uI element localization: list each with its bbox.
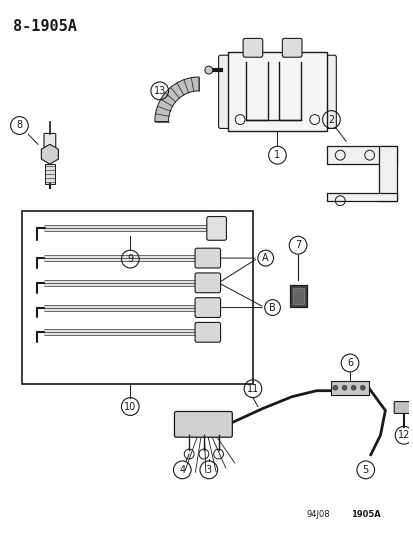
- Text: 6: 6: [346, 358, 352, 368]
- Bar: [292, 288, 303, 304]
- Text: 7: 7: [294, 240, 300, 250]
- Text: 1: 1: [274, 150, 280, 160]
- FancyBboxPatch shape: [44, 133, 56, 155]
- FancyBboxPatch shape: [195, 248, 220, 268]
- FancyBboxPatch shape: [282, 38, 301, 57]
- Bar: [22, 211, 252, 384]
- Bar: [228, 52, 326, 132]
- Text: 13: 13: [153, 86, 166, 96]
- FancyBboxPatch shape: [195, 273, 220, 293]
- Text: A: A: [262, 253, 268, 263]
- Circle shape: [359, 385, 364, 390]
- Text: 2: 2: [328, 115, 334, 125]
- Bar: [45, 164, 55, 184]
- FancyBboxPatch shape: [218, 55, 242, 128]
- FancyBboxPatch shape: [195, 297, 220, 318]
- FancyBboxPatch shape: [242, 38, 262, 57]
- Text: 12: 12: [397, 430, 409, 440]
- Text: 10: 10: [124, 401, 136, 411]
- Circle shape: [204, 66, 212, 74]
- Text: 94J08: 94J08: [306, 510, 330, 519]
- FancyBboxPatch shape: [174, 411, 232, 437]
- FancyBboxPatch shape: [290, 285, 306, 306]
- Text: 3: 3: [205, 465, 211, 475]
- Circle shape: [350, 385, 355, 390]
- Polygon shape: [154, 77, 199, 122]
- FancyBboxPatch shape: [331, 381, 368, 394]
- Text: 11: 11: [246, 384, 259, 394]
- Text: 9: 9: [127, 254, 133, 264]
- Text: B: B: [268, 303, 275, 312]
- Text: 8: 8: [17, 120, 22, 131]
- Text: 8-1905A: 8-1905A: [12, 19, 76, 34]
- FancyBboxPatch shape: [312, 55, 335, 128]
- Bar: [379, 146, 396, 201]
- Polygon shape: [41, 144, 58, 164]
- Text: 5: 5: [362, 465, 368, 475]
- Circle shape: [341, 385, 346, 390]
- Text: 4: 4: [179, 465, 185, 475]
- FancyBboxPatch shape: [195, 322, 220, 342]
- Bar: [326, 146, 396, 164]
- FancyBboxPatch shape: [326, 193, 396, 201]
- Text: 1905A: 1905A: [350, 510, 380, 519]
- FancyBboxPatch shape: [206, 216, 226, 240]
- Circle shape: [332, 385, 337, 390]
- FancyBboxPatch shape: [393, 401, 413, 414]
